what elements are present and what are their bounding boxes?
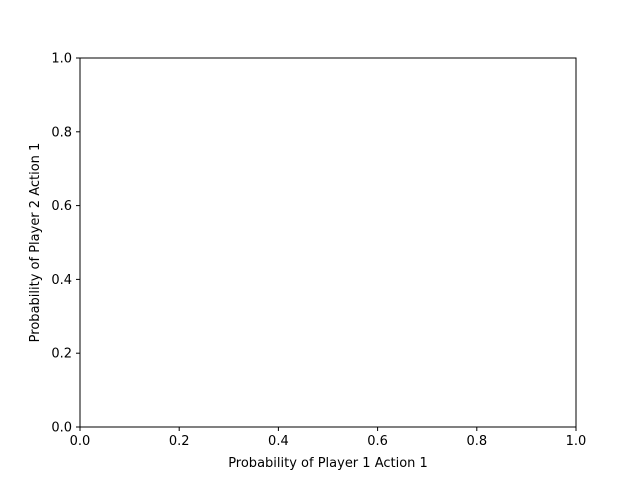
x-axis-label: Probability of Player 1 Action 1	[228, 456, 428, 471]
y-tick-label: 1.0	[51, 52, 72, 67]
x-tick-label: 0.6	[367, 434, 388, 449]
y-tick-label: 0.6	[51, 199, 72, 214]
y-tick-label: 0.4	[51, 273, 72, 288]
plot-area	[79, 57, 577, 428]
y-tick-label: 0.2	[51, 347, 72, 362]
y-tick-label: 0.8	[51, 125, 72, 140]
y-axis-label: Probability of Player 2 Action 1	[28, 143, 43, 343]
x-tick-label: 0.8	[466, 434, 487, 449]
x-tick-label: 0.4	[268, 434, 289, 449]
x-tick-label: 0.0	[70, 434, 91, 449]
y-tick-label: 0.0	[51, 421, 72, 436]
x-tick-label: 0.2	[169, 434, 190, 449]
y-axis-ticks: 0.0 0.2 0.4 0.6 0.8 1.0	[51, 52, 80, 436]
x-axis-ticks: 0.0 0.2 0.4 0.6 0.8 1.0	[70, 427, 587, 449]
plot-frame	[79, 57, 577, 428]
x-tick-label: 1.0	[566, 434, 587, 449]
